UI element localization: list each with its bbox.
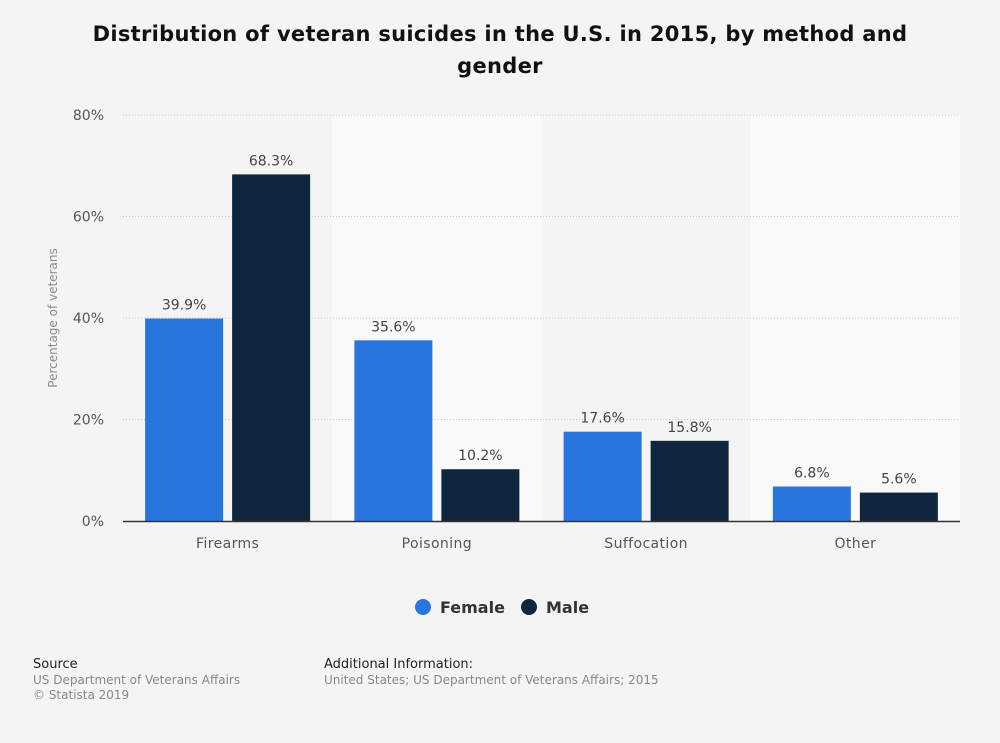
data-label: 17.6% (580, 411, 624, 427)
y-tick-label: 0% (82, 514, 104, 530)
legend-label: Female (440, 598, 505, 617)
x-tick-label: Firearms (196, 536, 259, 552)
bar-female-other[interactable] (772, 486, 851, 521)
source-label: Source (33, 657, 78, 672)
data-label: 15.8% (667, 420, 711, 436)
data-label: 5.6% (881, 472, 917, 488)
legend-item-female[interactable]: Female (415, 598, 505, 617)
y-tick-label: 20% (73, 413, 104, 429)
y-tick-label: 40% (73, 311, 104, 327)
source-line[interactable]: US Department of Veterans Affairs (33, 673, 241, 687)
additional-info-block: Additional Information: United States; U… (324, 657, 659, 688)
bar-female-poisoning[interactable] (354, 340, 433, 521)
legend-label: Male (546, 598, 589, 617)
bar-male-other[interactable] (859, 492, 938, 521)
legend-item-male[interactable]: Male (521, 598, 589, 617)
x-tick-label: Other (834, 536, 876, 552)
category-bands (332, 115, 960, 521)
source-block: Source US Department of Veterans Affairs… (33, 657, 240, 703)
x-tick-label: Poisoning (402, 536, 472, 552)
y-tick-label: 60% (73, 210, 104, 226)
chart-title: Distribution of veteran suicides in the … (92, 22, 908, 78)
data-label: 10.2% (458, 448, 502, 464)
bar-female-firearms[interactable] (145, 318, 224, 521)
legend-marker (521, 599, 537, 615)
data-labels: 39.9% 68.3% 35.6% 10.2% 17.6% 15.8% 6.8% 5.6% (162, 153, 917, 487)
legend-marker (415, 599, 431, 615)
additional-info-label: Additional Information: (324, 657, 474, 672)
additional-info-text: United States; US Department of Veterans… (324, 673, 659, 687)
y-tick-labels: 0% 20% 40% 60% 80% (73, 108, 104, 530)
bar-male-suffocation[interactable] (650, 440, 729, 521)
bar-male-firearms[interactable] (232, 174, 311, 521)
x-tick-label: Suffocation (604, 536, 688, 552)
data-label: 35.6% (371, 319, 415, 335)
y-tick-label: 80% (73, 108, 104, 124)
x-tick-labels: Firearms Poisoning Suffocation Other (196, 536, 876, 552)
copyright-line: © Statista 2019 (33, 688, 130, 702)
data-label: 6.8% (794, 465, 830, 481)
bar-male-poisoning[interactable] (441, 469, 520, 521)
data-label: 68.3% (249, 153, 293, 169)
legend: Female Male (415, 598, 589, 617)
bars (145, 174, 938, 521)
bar-female-suffocation[interactable] (563, 431, 642, 521)
y-axis-label: Percentage of veterans (46, 248, 60, 387)
data-label: 39.9% (162, 298, 206, 314)
